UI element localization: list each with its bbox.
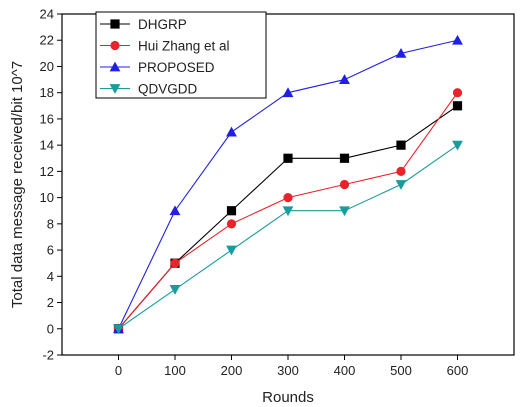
data-point (226, 206, 237, 216)
x-tick-label: 600 (447, 363, 469, 378)
data-point (170, 258, 180, 268)
y-tick-label: 14 (40, 138, 54, 153)
data-point (226, 219, 237, 229)
x-tick-label: 300 (277, 363, 299, 378)
y-tick-label: 24 (40, 7, 54, 22)
data-point (452, 88, 463, 98)
data-point (395, 180, 407, 190)
legend-marker (109, 61, 121, 72)
x-axis: 0 100 200 300 400 500 600 (115, 355, 468, 378)
y-tick-label: 20 (40, 59, 54, 74)
legend-box (95, 11, 267, 99)
legend-label: Hui Zhang et al (138, 39, 230, 54)
data-point (339, 74, 350, 84)
series-dhgrp (113, 101, 463, 334)
y-tick-label: 4 (47, 269, 54, 284)
x-tick-label: 100 (164, 363, 186, 378)
data-point (282, 206, 294, 217)
y-tick-label: 0 (47, 321, 54, 336)
data-point (283, 153, 293, 163)
legend: DHGRP Hui Zhang et al PROPOSED QDVGDD (95, 11, 267, 99)
y-tick-label: 16 (40, 111, 54, 126)
y-tick-label: 6 (47, 243, 54, 258)
data-point (452, 101, 463, 111)
y-tick-label: 8 (47, 216, 54, 231)
series-line (118, 105, 458, 330)
legend-marker (109, 84, 121, 94)
data-point (396, 140, 406, 150)
y-axis-title: Total data message received/bit 10^7 (9, 61, 26, 308)
x-tick-label: 200 (221, 363, 243, 378)
series-proposed (113, 34, 463, 334)
data-point (283, 193, 293, 203)
series-line (118, 144, 458, 330)
data-point (339, 206, 350, 217)
data-point (226, 245, 237, 256)
legend-label: QDVGDD (138, 82, 198, 97)
data-point (282, 87, 294, 98)
data-point (169, 285, 181, 295)
y-tick-label: -2 (42, 348, 54, 363)
data-point (169, 205, 181, 216)
data-point (396, 166, 406, 176)
series-hui-zhang-et-al (113, 88, 463, 334)
x-axis-title: Rounds (262, 389, 314, 406)
data-point (226, 126, 237, 137)
data-point (452, 34, 463, 45)
data-point (113, 324, 124, 335)
y-tick-label: 12 (40, 164, 54, 179)
legend-label: PROPOSED (138, 60, 215, 75)
data-point (395, 47, 407, 58)
y-tick-label: 10 (40, 190, 54, 205)
legend-label: DHGRP (138, 17, 187, 32)
legend-marker (110, 40, 120, 51)
x-tick-label: 0 (115, 363, 122, 378)
y-tick-label: 2 (47, 295, 54, 310)
data-point (339, 179, 350, 190)
y-tick-label: 22 (40, 33, 54, 48)
legend-marker (110, 19, 120, 29)
data-point (339, 153, 350, 163)
x-tick-label: 400 (334, 363, 356, 378)
series-layer (113, 34, 463, 335)
data-point (452, 140, 463, 151)
x-tick-label: 500 (390, 363, 412, 378)
series-qdvgdd (113, 140, 463, 335)
y-tick-label: 18 (40, 85, 54, 100)
